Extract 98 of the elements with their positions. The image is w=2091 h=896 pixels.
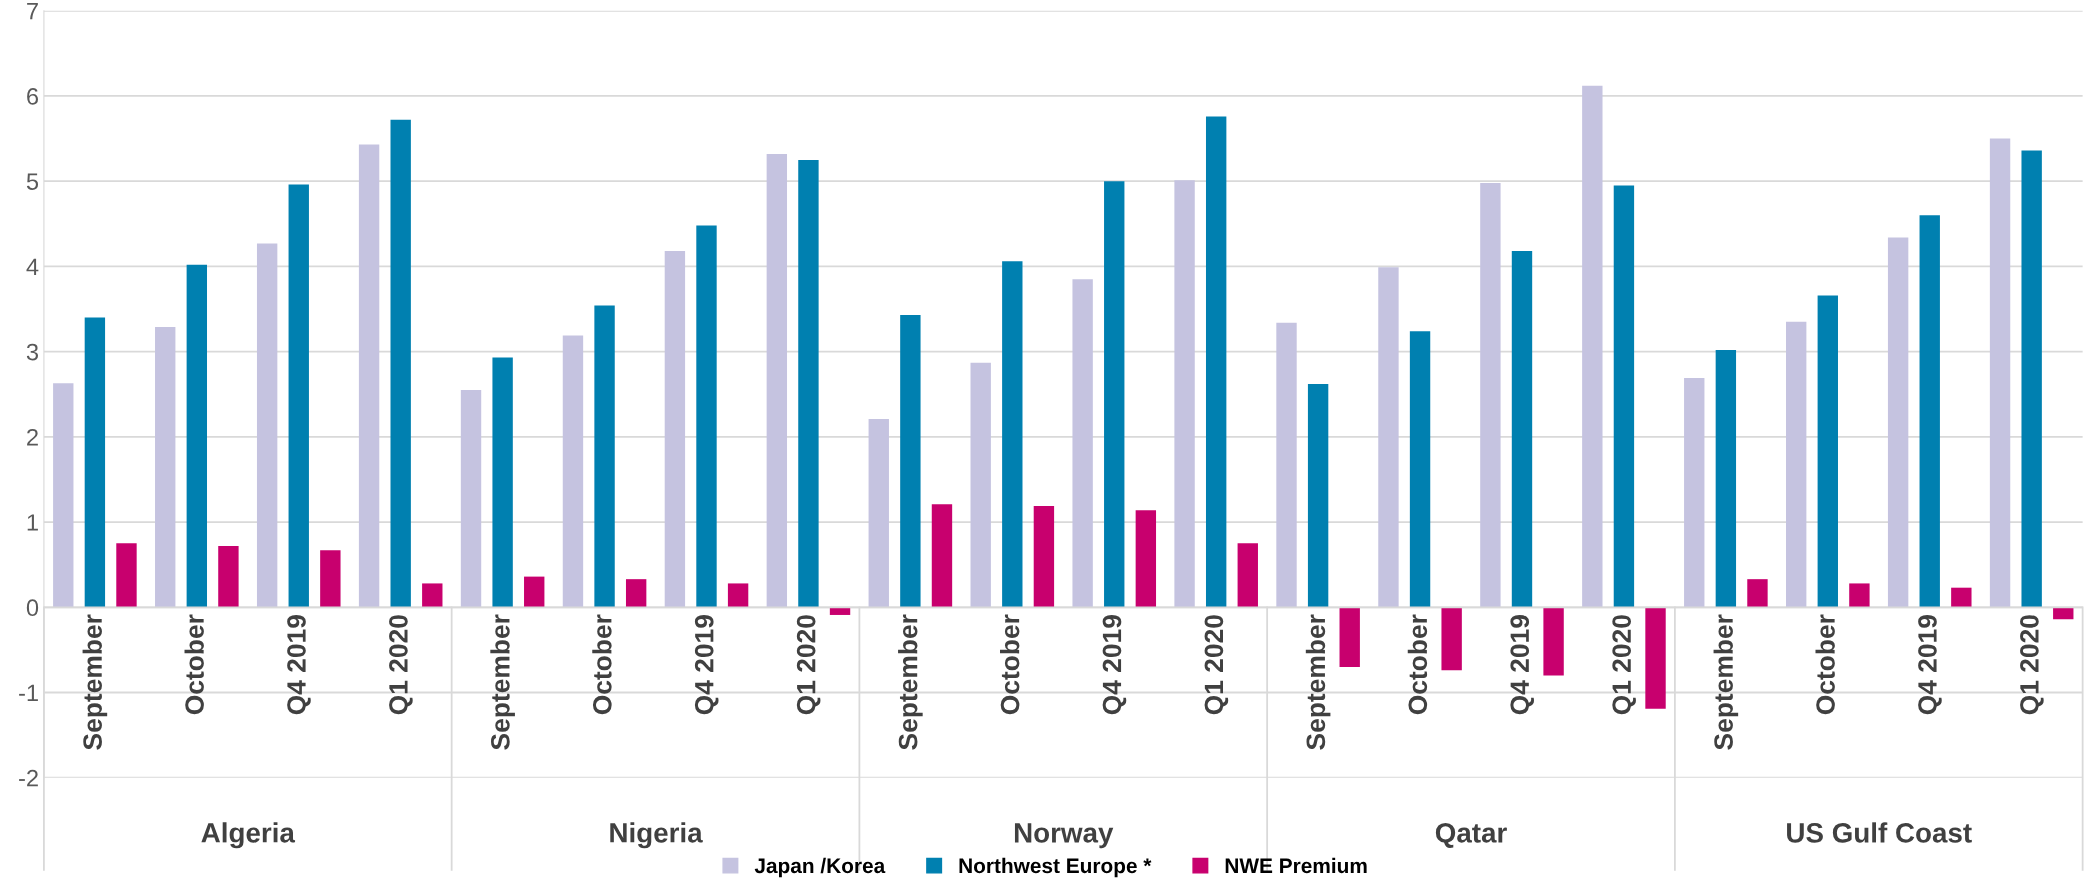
bar [524, 576, 545, 608]
text: Nigeria [610, 822, 703, 849]
bar [1543, 607, 1564, 676]
bar [1989, 138, 2011, 608]
y-tick-label: 7 [27, 3, 38, 20]
x-tick-label: October [1407, 614, 1428, 715]
bar [1817, 295, 1838, 608]
bar [1684, 378, 1705, 608]
x-tick-label: Q1 2020 [2020, 615, 2044, 715]
y-tick-label: 1 [27, 514, 38, 531]
bar [1072, 279, 1093, 608]
x-tick-label: September [82, 614, 108, 750]
bar [1849, 583, 1870, 608]
x-tick-label: Q4 2019 [1510, 615, 1534, 715]
bar [900, 314, 921, 608]
bar [970, 362, 991, 608]
bar [1645, 607, 1666, 709]
bar [696, 225, 717, 608]
x-tick-label: Q4 2019 [694, 615, 719, 715]
bar [1919, 215, 1940, 608]
bar [84, 317, 106, 608]
y-tick-label: -2 [19, 769, 38, 787]
y-tick-label: -1 [19, 684, 38, 702]
bar [1174, 180, 1195, 608]
bar [1033, 505, 1055, 608]
bar [53, 383, 74, 608]
bar [1480, 182, 1501, 608]
x-tick-label: Q1 2020 [1612, 615, 1636, 715]
legend-label: NWE Premium [1225, 857, 1367, 874]
legend-label: Northwest Europe * [959, 857, 1152, 878]
y-tick-label: 6 [27, 88, 39, 105]
y-tick-label: 3 [26, 343, 39, 361]
bar [798, 159, 819, 608]
x-tick-label: September [898, 614, 923, 750]
bar [1378, 267, 1399, 608]
bar [727, 583, 749, 608]
bar [256, 243, 278, 608]
bar [1951, 587, 1972, 608]
y-tick-label: 2 [27, 428, 38, 446]
bar [186, 264, 208, 608]
bar [218, 545, 239, 608]
text: Qatar [1435, 823, 1507, 848]
x-tick-label: October [592, 614, 612, 715]
bar [1104, 181, 1125, 608]
bar [594, 305, 615, 608]
bar [562, 335, 584, 608]
bar [1582, 85, 1603, 608]
bar [1786, 321, 1807, 608]
bar [288, 184, 309, 608]
bar [1339, 607, 1360, 667]
x-tick-label: September [1305, 614, 1331, 750]
bar [1205, 116, 1227, 608]
y-tick-label: 0 [26, 599, 39, 617]
text: US Gulf Coast [1787, 822, 1972, 843]
bar [1613, 185, 1635, 608]
bar [1276, 322, 1297, 608]
bar [492, 357, 513, 608]
bar [1002, 261, 1023, 608]
x-tick-label: Q1 2020 [389, 615, 413, 715]
bar [460, 389, 482, 608]
bar [829, 607, 851, 615]
bar [664, 251, 686, 608]
bar [1441, 607, 1462, 671]
text: Norway [1014, 823, 1114, 849]
x-tick-label: Q4 2019 [1918, 615, 1942, 715]
bar [358, 144, 380, 608]
bar [1747, 579, 1768, 608]
bar [1409, 331, 1431, 608]
x-tick-label: Q1 2020 [796, 615, 821, 715]
x-tick-label: Q4 2019 [287, 615, 311, 715]
bar [116, 543, 137, 608]
bar [1511, 251, 1533, 608]
bar [1307, 384, 1329, 608]
text: Algeria [201, 822, 296, 849]
x-tick-label: September [1713, 614, 1739, 750]
y-tick-label: 4 [26, 258, 39, 275]
bar [320, 550, 341, 608]
bar [2053, 607, 2074, 620]
bar [931, 504, 953, 608]
bar [2021, 150, 2042, 608]
x-tick-label: September [490, 614, 515, 750]
bar [390, 119, 411, 608]
x-tick-label: October [1000, 614, 1020, 715]
bar [1237, 543, 1258, 608]
bar [766, 153, 788, 608]
y-tick-label: 5 [26, 173, 39, 190]
x-tick-label: Q4 2019 [1102, 615, 1127, 715]
bar [422, 583, 443, 608]
bar [868, 418, 889, 608]
x-tick-label: October [1815, 614, 1835, 715]
bar [155, 326, 176, 608]
bar [1887, 237, 1909, 608]
bar [1715, 349, 1737, 608]
bar [1135, 510, 1157, 608]
x-tick-label: October [184, 614, 204, 715]
x-tick-label: Q1 2020 [1204, 615, 1229, 715]
bar [625, 579, 647, 608]
legend-label: Japan /Korea [754, 857, 886, 878]
